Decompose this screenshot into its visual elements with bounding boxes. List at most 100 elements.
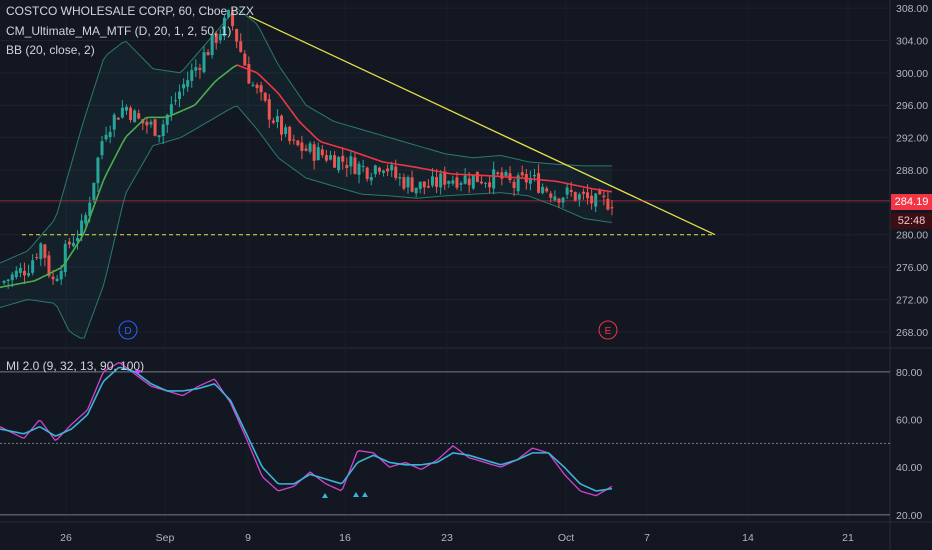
- candle-body: [55, 278, 59, 281]
- candle-body: [214, 33, 218, 43]
- price-tick-label: 268.00: [896, 327, 928, 339]
- ma-segment: [133, 124, 139, 130]
- ma-segment: [94, 190, 101, 202]
- candle-body: [324, 155, 328, 161]
- osc-series-line: [0, 362, 613, 497]
- ma-segment: [401, 164, 406, 167]
- candle-body: [186, 80, 190, 87]
- candle-body: [259, 85, 263, 93]
- oscillator-label[interactable]: MI 2.0 (9, 32, 13, 90, 100): [6, 359, 145, 373]
- ma-segment: [137, 121, 143, 127]
- candle-body: [373, 165, 377, 175]
- ma-segment: [435, 170, 441, 173]
- ma-segment: [344, 147, 349, 151]
- candle-body: [471, 175, 475, 189]
- candle-body: [165, 114, 169, 125]
- ma-segment: [79, 232, 85, 240]
- event-label: D: [124, 326, 131, 337]
- candle-body: [541, 186, 545, 194]
- candle-body: [365, 167, 369, 179]
- candle-body: [549, 193, 553, 198]
- bb-indicator-label[interactable]: BB (20, close, 2): [6, 43, 95, 57]
- ma-segment: [252, 70, 257, 74]
- time-axis[interactable]: 26 Sep 9 16 23 Oct 7 14 21: [60, 532, 854, 544]
- candles: [2, 8, 614, 289]
- candle-body: [71, 242, 75, 247]
- candle-body: [312, 144, 316, 161]
- ma-segment: [309, 131, 315, 137]
- signal-marker: [362, 492, 368, 497]
- ma-segment: [390, 162, 395, 165]
- ma-segment: [26, 280, 31, 284]
- ma-segment: [588, 187, 594, 190]
- ma-segment: [608, 190, 613, 193]
- candle-body: [369, 176, 373, 181]
- ma-segment: [382, 161, 387, 164]
- ma-segment: [359, 153, 364, 156]
- ma-segment: [290, 109, 296, 116]
- ma-segment: [18, 282, 24, 285]
- candle-body: [226, 10, 230, 18]
- candle-body: [76, 237, 80, 242]
- osc-tick-label: 40.00: [896, 462, 922, 474]
- candle-body: [51, 276, 55, 280]
- price-axis[interactable]: 308.00304.00300.00296.00292.00288.00284.…: [896, 3, 928, 522]
- ma-segment: [596, 188, 601, 191]
- candle-body: [590, 195, 594, 204]
- price-tick-label: 300.00: [896, 68, 928, 80]
- candle-body: [247, 64, 251, 84]
- candle-body: [398, 177, 402, 179]
- ma-segment: [305, 127, 311, 133]
- ma-segment: [386, 161, 391, 164]
- candle-body: [178, 91, 182, 99]
- ma-segment: [202, 90, 208, 97]
- ma-segment: [11, 283, 16, 286]
- ma-segment: [91, 201, 97, 213]
- time-tick-label: 23: [441, 532, 453, 544]
- price-tick-label: 308.00: [896, 3, 928, 15]
- ma-segment: [554, 180, 559, 183]
- candle-body: [394, 166, 398, 178]
- ma-indicator-label[interactable]: CM_Ultimate_MA_MTF (D, 20, 1, 2, 50, 1): [6, 24, 232, 38]
- candle-body: [35, 257, 39, 259]
- candle-body: [210, 34, 214, 56]
- candle-body: [206, 52, 210, 56]
- candle-body: [586, 192, 590, 199]
- candle-body: [22, 270, 26, 276]
- candle-body: [169, 104, 173, 115]
- ma-segment: [255, 71, 261, 77]
- candle-body: [430, 176, 434, 186]
- candle-body: [492, 169, 496, 189]
- ma-segment: [278, 94, 284, 101]
- candle-body: [484, 182, 488, 184]
- ma-segment: [209, 82, 215, 88]
- symbol-title[interactable]: COSTCO WHOLESALE CORP, 60, Cboe BZX: [6, 4, 254, 18]
- candle-body: [218, 34, 222, 41]
- candle-body: [157, 135, 161, 138]
- ma-segment: [110, 157, 116, 166]
- time-tick-label: 7: [644, 532, 650, 544]
- countdown-tag: 52:48: [891, 213, 932, 229]
- candle-body: [31, 260, 35, 273]
- event-marker[interactable]: [598, 320, 618, 340]
- candle-body: [112, 114, 116, 130]
- ma-segment: [117, 142, 124, 151]
- ma-segment: [565, 182, 571, 185]
- ma-segment: [439, 170, 444, 174]
- ma-segment: [363, 154, 368, 158]
- ma-segment: [64, 256, 70, 264]
- candle-body: [267, 99, 271, 120]
- ma-segment: [293, 114, 299, 121]
- event-marker[interactable]: [118, 320, 138, 340]
- candle-body: [39, 243, 43, 260]
- candle-body: [451, 180, 455, 184]
- candle-body: [516, 175, 520, 192]
- bb-fill: [0, 8, 612, 339]
- candle-body: [361, 165, 365, 167]
- ma-segment: [30, 280, 35, 283]
- trendline[interactable]: [248, 15, 716, 236]
- candle-body: [569, 189, 573, 192]
- bb-upper: [0, 7, 612, 264]
- ma-segment: [340, 146, 345, 150]
